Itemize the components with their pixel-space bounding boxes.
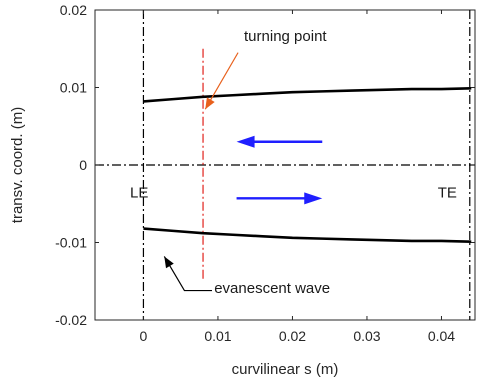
annotation-text: TE [438, 185, 457, 202]
annotation-arrow-head [205, 97, 215, 110]
x-tick-label: 0 [140, 328, 148, 344]
y-tick-label: -0.01 [55, 235, 87, 251]
x-axis-label: curvilinear s (m) [232, 361, 339, 378]
y-axis-label: transv. coord. (m) [9, 107, 26, 223]
annotation-text: evanescent wave [214, 280, 330, 297]
annotation-arrow-shaft [163, 256, 212, 292]
x-tick-label: 0.01 [204, 328, 231, 344]
flow-arrow-head [236, 135, 255, 148]
series-line [143, 227, 472, 244]
series-lines [143, 86, 472, 244]
series-line [143, 86, 472, 103]
y-tick-label: 0.01 [60, 80, 87, 96]
annotation-text: turning point [244, 28, 327, 45]
annotation-text: LE [130, 185, 148, 202]
annotation-arrow-head [164, 256, 174, 269]
y-tick-label: 0.02 [60, 2, 87, 18]
flow-arrows [236, 135, 323, 205]
reference-lines [95, 10, 475, 320]
axes: 0 0.01 0.02 0.03 0.04 -0.02 -0.01 0 0.01 0.02 [55, 2, 475, 344]
y-tick-label: -0.02 [55, 312, 87, 328]
y-tick-label: 0 [79, 157, 87, 173]
flow-arrow-head [304, 192, 323, 205]
x-tick-label: 0.02 [279, 328, 306, 344]
annotations: turning point evanescent wave LE TE [130, 28, 457, 297]
x-tick-label: 0.04 [428, 328, 455, 344]
x-tick-label: 0.03 [353, 328, 380, 344]
